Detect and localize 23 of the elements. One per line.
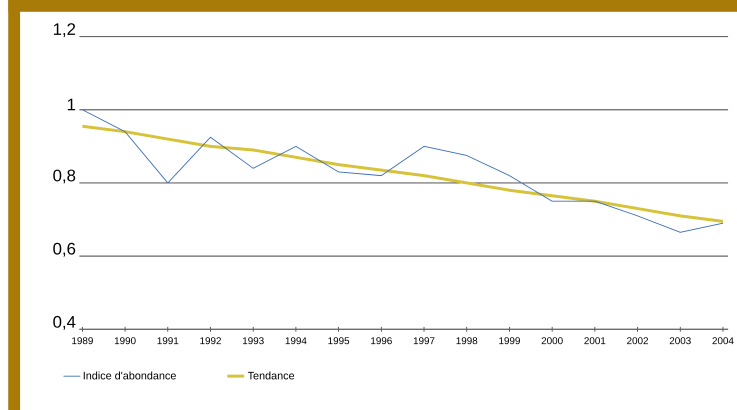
legend-label: Indice d'abondance — [84, 371, 176, 380]
x-tick-label: 1993 — [243, 337, 264, 344]
x-tick-label: 2002 — [627, 337, 648, 344]
x-tick-label: 1998 — [456, 337, 478, 344]
x-tick-label: 1992 — [200, 337, 221, 344]
x-tick-label: 1995 — [328, 337, 350, 344]
x-tick-label: 1994 — [286, 337, 307, 344]
y-tick-label: 0,8 — [53, 169, 76, 184]
x-tick-label: 1996 — [371, 337, 392, 344]
x-tick-label: 1991 — [158, 337, 178, 344]
x-tick-label: 1990 — [114, 337, 136, 344]
x-tick-label: 1999 — [499, 337, 520, 344]
y-tick-label: 1 — [68, 98, 76, 110]
x-tick-label: 1989 — [72, 337, 93, 344]
x-tick-label: 2001 — [584, 337, 606, 344]
y-tick-label: 0,6 — [53, 242, 76, 256]
x-tick-label: 1997 — [414, 337, 434, 344]
legend-label: Tendance — [248, 371, 294, 380]
x-tick-label: 2003 — [670, 337, 691, 344]
y-tick-label: 0,4 — [53, 316, 76, 330]
x-tick-label: 2000 — [542, 337, 563, 344]
x-tick-label: 2004 — [712, 337, 734, 344]
y-tick-label: 1,2 — [54, 23, 76, 37]
